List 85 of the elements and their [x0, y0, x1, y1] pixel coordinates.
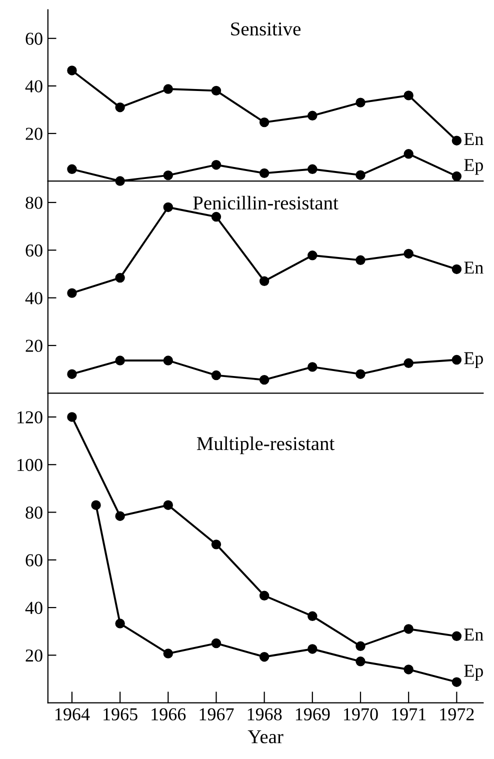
point — [163, 648, 174, 658]
point — [211, 540, 222, 550]
series-label: En — [464, 133, 484, 145]
point — [452, 171, 462, 182]
point — [259, 374, 270, 385]
text: Multiple-resistant — [196, 436, 335, 454]
point — [91, 500, 101, 510]
point — [211, 212, 222, 222]
y-tick-label: 60 — [26, 244, 42, 257]
x-tick-label: 1969 — [296, 708, 330, 720]
point — [259, 117, 270, 128]
point — [404, 248, 414, 259]
x-tick-label: 1967 — [200, 708, 234, 720]
y-tick-label: 80 — [26, 196, 42, 209]
point — [211, 86, 222, 96]
x-axis-title: Year — [248, 730, 284, 744]
point — [308, 644, 318, 654]
point — [308, 250, 318, 260]
x-tick-label: 1971 — [392, 708, 426, 720]
point — [163, 170, 174, 180]
point — [404, 358, 414, 368]
point — [308, 110, 318, 121]
point — [163, 500, 174, 510]
series-label: En — [464, 628, 484, 640]
point — [404, 664, 414, 674]
y-tick-label: 40 — [25, 602, 42, 614]
y-tick-label: 40 — [25, 80, 42, 92]
y-tick-label: 120 — [18, 411, 42, 424]
y-tick-label: 60 — [26, 32, 42, 45]
y-tick-label: 20 — [26, 340, 42, 352]
point — [452, 631, 462, 641]
chart-title: Sensitive — [231, 22, 300, 36]
point — [356, 369, 366, 379]
point — [452, 136, 462, 146]
point — [115, 102, 125, 112]
point — [67, 288, 77, 298]
point — [67, 66, 77, 76]
y-tick-label: 100 — [18, 458, 42, 472]
point — [356, 255, 366, 266]
y-tick-label: 80 — [26, 506, 42, 519]
point — [308, 611, 318, 621]
text: Penicillin-resistant — [193, 196, 338, 210]
point — [452, 677, 462, 687]
series-label: En — [464, 262, 484, 274]
point — [404, 149, 414, 159]
x-tick-label: 1964 — [55, 708, 90, 720]
x-tick-label: 1966 — [152, 708, 186, 720]
point — [452, 354, 462, 365]
series-label: Ep — [464, 664, 483, 681]
point — [259, 590, 270, 600]
point — [452, 264, 462, 274]
y-tick-label: 60 — [26, 554, 42, 566]
point — [115, 511, 125, 521]
point — [308, 362, 318, 372]
point — [404, 90, 414, 100]
point — [211, 638, 222, 648]
point — [211, 370, 222, 380]
point — [356, 170, 366, 180]
point — [259, 652, 270, 662]
series-label: Ep — [464, 159, 483, 175]
point — [259, 276, 270, 286]
point — [163, 84, 174, 94]
point — [356, 641, 366, 651]
x-tick-label: 1970 — [344, 708, 378, 720]
point — [67, 164, 77, 174]
point — [259, 168, 270, 178]
y-tick-label: 40 — [25, 292, 42, 304]
x-tick-label: 1968 — [248, 708, 282, 720]
point — [211, 160, 222, 170]
x-tick-label: 1972 — [440, 708, 474, 720]
y-tick-label: 20 — [26, 128, 42, 140]
x-tick-label: 1965 — [104, 708, 138, 720]
point — [163, 356, 174, 366]
point — [115, 272, 125, 283]
point — [67, 369, 77, 379]
point — [115, 618, 125, 628]
point — [67, 412, 77, 422]
point — [356, 98, 366, 108]
point — [163, 202, 174, 212]
point — [308, 164, 318, 174]
point — [404, 624, 414, 634]
point — [356, 656, 366, 666]
series-label: Ep — [464, 352, 483, 368]
point — [115, 356, 125, 366]
y-tick-label: 20 — [26, 649, 42, 662]
